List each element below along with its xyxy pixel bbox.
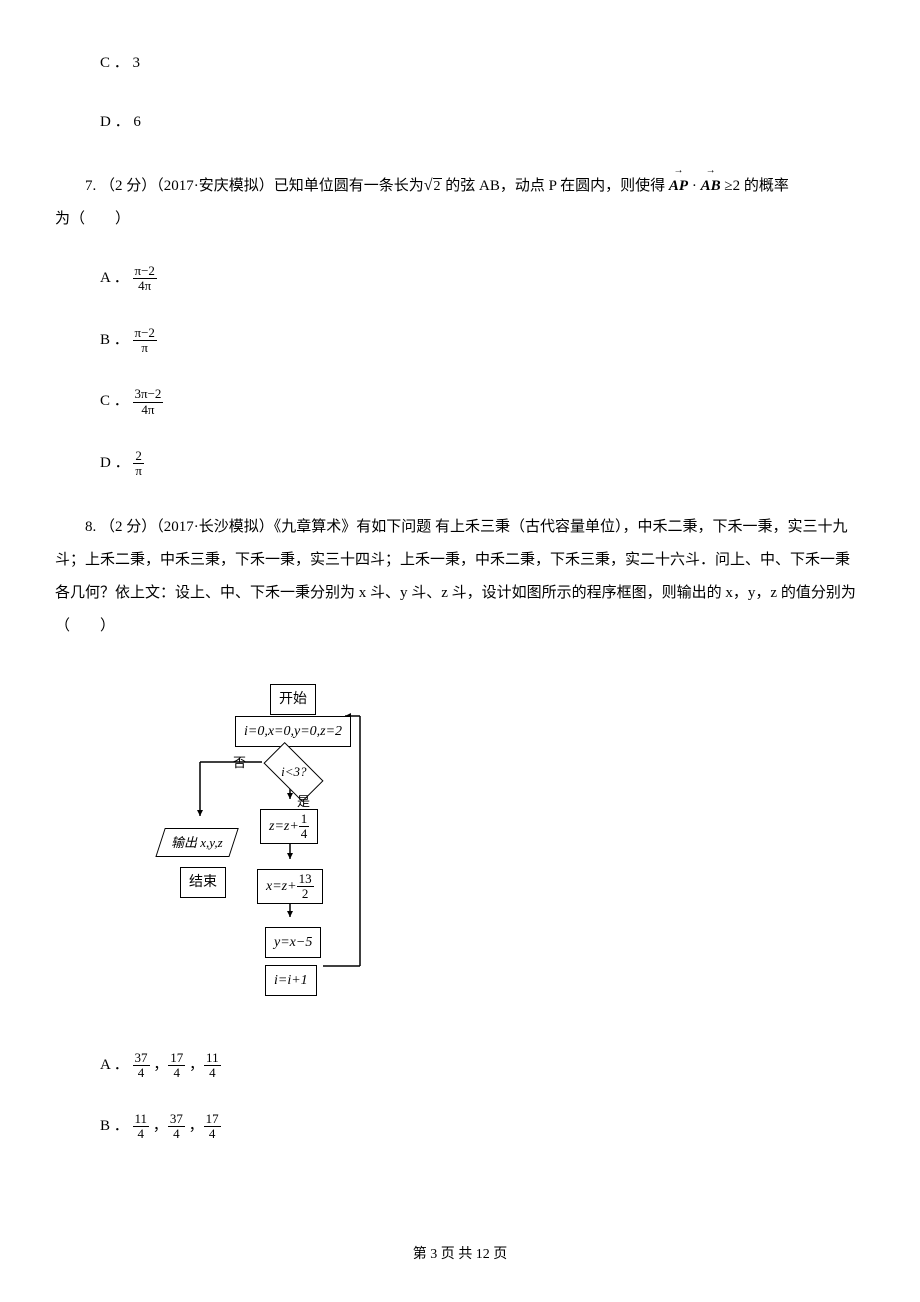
fc-step1: z=z+14 (260, 809, 318, 845)
vector-ap: AP (669, 170, 688, 203)
q7-option-c: C ． 3π−24π (100, 387, 860, 417)
fc-branch-no: 否 (233, 751, 246, 774)
q7-option-b: B ． π−2π (100, 326, 860, 356)
flowchart-diagram: 开始 i=0,x=0,y=0,z=2 i<3? 否 是 z=z+14 x=z+1… (145, 671, 860, 1021)
q8-option-b: B ． 114 ，374 ，174 (100, 1112, 860, 1142)
fc-step4: i=i+1 (265, 965, 317, 996)
q7-b-den: π (133, 341, 157, 355)
page-footer: 第 3 页 共 12 页 (0, 1242, 920, 1267)
q7-d-den: π (133, 464, 144, 478)
q7-stem-line2: 为（ ） (55, 211, 130, 227)
q8-stem: 8. （2 分）（2017·长沙模拟）《九章算术》有如下问题 有上禾三秉（古代容… (55, 511, 860, 643)
q7-c-num: 3π−2 (133, 387, 164, 402)
vector-ab: AB (701, 170, 721, 203)
q7-opt-d-label: D ． (100, 455, 130, 471)
q7-opt-b-label: B ． (100, 332, 129, 348)
fc-step2: x=z+132 (257, 869, 323, 905)
q7-stem-text1: 7. （2 分）（2017·安庆模拟）已知单位圆有一条长为 (85, 178, 424, 194)
q7-sqrt-val: 2 (433, 178, 442, 194)
q7-option-d: D ． 2π (100, 449, 860, 479)
q6-option-d: D ． 6 (100, 109, 860, 136)
q7-opt-a-label: A ． (100, 270, 129, 286)
fc-output: 输出 x,y,z (155, 828, 238, 857)
q8-opt-b-label: B ． (100, 1118, 129, 1134)
q7-b-num: π−2 (133, 326, 157, 341)
q6-option-c: C ． 3 (100, 50, 860, 77)
fc-end: 结束 (180, 867, 226, 898)
q7-stem-text2: 的弦 AB，动点 P 在圆内，则使得 (442, 178, 669, 194)
q7-option-a: A ． π−24π (100, 264, 860, 294)
q7-opt-c-label: C ． (100, 394, 129, 410)
fc-start: 开始 (270, 684, 316, 715)
sqrt-icon: √ (424, 177, 433, 194)
q7-c-den: 4π (133, 403, 164, 417)
q7-a-num: π−2 (133, 264, 157, 279)
q7-a-den: 4π (133, 279, 157, 293)
q8-opt-a-label: A ． (100, 1057, 129, 1073)
fc-init: i=0,x=0,y=0,z=2 (235, 716, 351, 747)
fc-step3: y=x−5 (265, 927, 321, 958)
q7-stem-text3: ≥2 的概率 (721, 178, 789, 194)
q8-option-a: A ． 374 ，174 ，114 (100, 1051, 860, 1081)
q7-stem: 7. （2 分）（2017·安庆模拟）已知单位圆有一条长为√2 的弦 AB，动点… (55, 168, 860, 236)
q7-d-num: 2 (133, 449, 144, 464)
